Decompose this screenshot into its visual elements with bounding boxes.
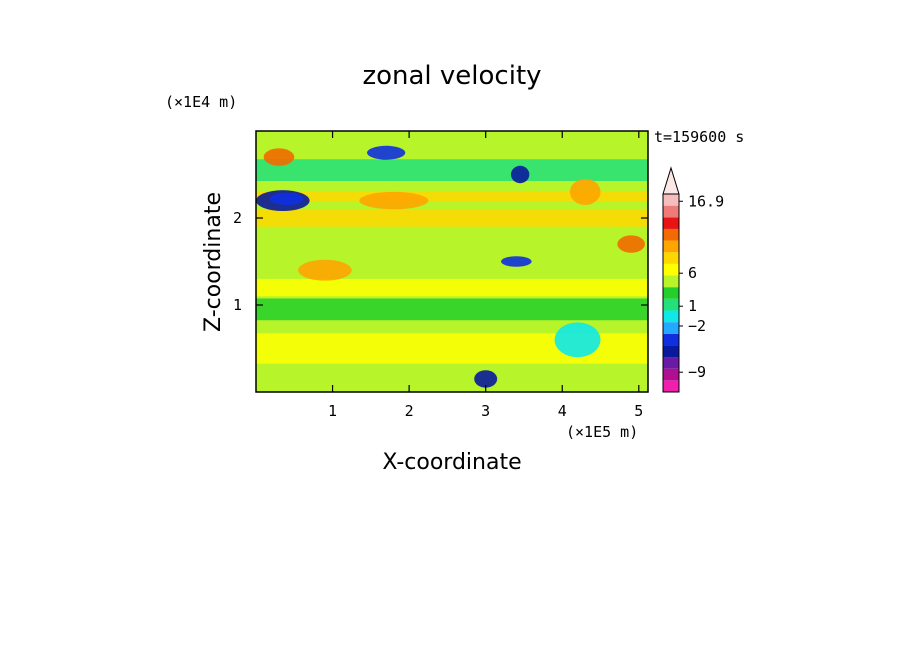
colorbar-swatch xyxy=(663,310,679,323)
field-contour xyxy=(269,192,304,205)
field-contour xyxy=(554,322,601,358)
field-band xyxy=(256,278,648,297)
field-band xyxy=(256,298,648,321)
field-contour xyxy=(474,370,498,388)
x-axis-label: X-coordinate xyxy=(382,450,521,475)
colorbar-swatch xyxy=(663,205,679,218)
x-axis-ticks: 1 2 3 4 5 xyxy=(328,131,643,420)
field-contour xyxy=(510,165,530,184)
colorbar-swatch xyxy=(663,322,679,334)
field-contour xyxy=(501,256,532,267)
field-band xyxy=(256,191,648,202)
colorbar-swatch xyxy=(663,298,679,311)
time-label: t=159600 s xyxy=(654,128,744,146)
field-contour xyxy=(367,145,406,160)
colorbar-swatch xyxy=(663,275,679,288)
field-contour xyxy=(569,178,601,205)
colorbar-swatch xyxy=(663,252,679,264)
x-tick-label: 2 xyxy=(405,402,414,420)
colorbar-swatch xyxy=(663,217,679,229)
x-tick-label: 5 xyxy=(634,402,643,420)
colorbar-label: 16.9 xyxy=(688,192,724,210)
colorbar-label: −9 xyxy=(688,363,706,381)
y-tick-label: 2 xyxy=(233,209,242,227)
velocity-field xyxy=(256,131,648,392)
colorbar xyxy=(662,166,680,393)
field-band xyxy=(256,209,648,227)
colorbar-swatch xyxy=(663,368,679,381)
colorbar-swatch xyxy=(663,357,679,369)
x-tick-label: 1 xyxy=(328,402,337,420)
field-contour xyxy=(617,235,645,253)
colorbar-label: −2 xyxy=(688,317,706,335)
colorbar-extend-arrow xyxy=(662,166,680,195)
colorbar-swatch xyxy=(663,287,679,299)
y-axis-unit: (×1E4 m) xyxy=(165,93,237,111)
colorbar-swatch xyxy=(663,228,679,241)
plot-frame xyxy=(255,130,649,393)
x-axis-unit: (×1E5 m) xyxy=(566,423,638,441)
colorbar-swatch xyxy=(663,380,679,392)
colorbar-swatch xyxy=(663,345,679,358)
colorbar-swatch xyxy=(663,194,679,206)
colorbar-swatch xyxy=(663,240,679,253)
x-tick-label: 3 xyxy=(481,402,490,420)
y-axis-label: Z-coordinate xyxy=(201,192,226,332)
colorbar-label: 1 xyxy=(688,297,697,315)
colorbar-labels: 16.9 6 1 −2 −9 xyxy=(679,192,724,381)
chart-title: zonal velocity xyxy=(362,61,541,91)
y-tick-label: 1 xyxy=(233,296,242,314)
colorbar-label: 6 xyxy=(688,264,697,282)
colorbar-swatch xyxy=(663,263,679,276)
colorbar-swatch xyxy=(663,333,679,346)
field-contour xyxy=(298,259,352,281)
y-axis-ticks: 12 xyxy=(233,209,648,314)
field-contour xyxy=(359,191,429,210)
field-band xyxy=(256,159,648,182)
x-tick-label: 4 xyxy=(558,402,567,420)
field-contour xyxy=(263,148,295,166)
